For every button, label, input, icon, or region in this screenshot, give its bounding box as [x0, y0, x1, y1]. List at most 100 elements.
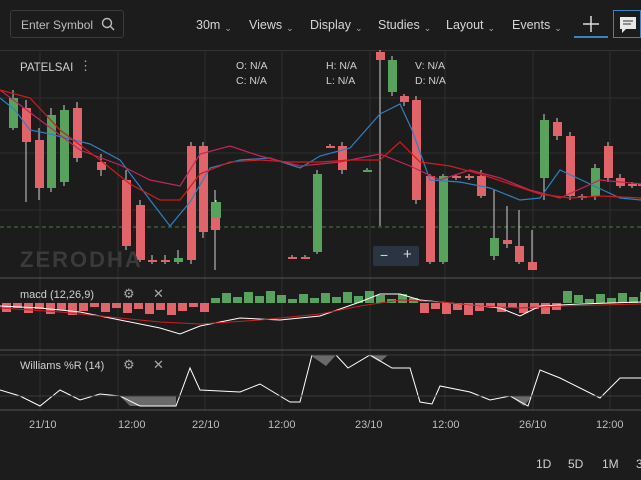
candle: [388, 60, 397, 92]
macd-histogram-bar: [2, 303, 11, 312]
search-input[interactable]: Enter Symbol: [21, 18, 94, 32]
chart-canvas[interactable]: ZERODHA: [0, 50, 641, 440]
more-vertical-icon[interactable]: ⋮: [79, 58, 92, 73]
macd-histogram-bar: [321, 293, 330, 303]
candle: [97, 162, 106, 170]
candle: [9, 98, 18, 128]
candle: [363, 170, 372, 172]
range-more[interactable]: 3: [636, 457, 641, 471]
x-tick: 26/10: [519, 419, 547, 431]
macd-histogram-bar: [57, 303, 66, 310]
views-label: Views: [249, 18, 283, 32]
x-tick: 12:00: [268, 419, 296, 431]
macd-signal-line: [0, 299, 641, 325]
x-tick: 12:00: [596, 419, 624, 431]
macd-histogram-bar: [46, 303, 55, 314]
gear-icon[interactable]: ⚙: [123, 286, 135, 301]
grid: [0, 50, 641, 411]
candle: [136, 205, 145, 260]
candle: [439, 176, 448, 262]
open-value: N/A: [250, 60, 268, 72]
macd-histogram-bar: [618, 293, 627, 303]
ohlc-close: C: N/A: [236, 75, 267, 87]
macd-histogram-bar: [24, 303, 33, 313]
macd-histogram-bar: [420, 303, 429, 313]
display-label: Display: [310, 18, 351, 32]
macd-histogram-bar: [365, 291, 374, 303]
macd-histogram-bar: [464, 303, 473, 315]
candle: [412, 100, 421, 200]
candle: [60, 110, 69, 182]
macd-histogram-bar: [101, 303, 110, 312]
display-menu[interactable]: Display ⌄: [310, 18, 363, 33]
range-1d[interactable]: 1D: [536, 457, 552, 471]
zoom-controls: − +: [373, 246, 419, 266]
macd-histogram-bar: [475, 303, 484, 311]
zoom-in-button[interactable]: +: [403, 246, 412, 263]
studies-label: Studies: [378, 18, 420, 32]
ohlc-open: O: N/A: [236, 60, 268, 72]
candle: [452, 176, 461, 178]
layout-menu[interactable]: Layout ⌄: [446, 18, 495, 33]
candle: [199, 146, 208, 232]
candle: [376, 52, 385, 60]
symbol-label: PATELSAI: [20, 62, 74, 74]
comment-button[interactable]: [613, 10, 641, 38]
search-icon[interactable]: [101, 17, 115, 36]
candle: [148, 260, 157, 262]
macd-histogram-bar: [189, 303, 198, 307]
studies-menu[interactable]: Studies ⌄: [378, 18, 432, 33]
candle: [628, 184, 637, 186]
williams-overbought-fill: [310, 355, 336, 366]
events-label: Events: [512, 18, 551, 32]
low-key: L:: [326, 75, 335, 87]
close-icon[interactable]: ✕: [153, 357, 164, 372]
candle: [212, 202, 221, 218]
macd-histogram-bar: [354, 296, 363, 303]
volume-key: V:: [415, 60, 425, 72]
symbol-search[interactable]: Enter Symbol: [10, 10, 124, 38]
candle: [528, 262, 537, 270]
macd-histogram-bar: [508, 303, 517, 308]
x-tick: 21/10: [29, 419, 57, 431]
x-tick: 22/10: [192, 419, 220, 431]
volume-value: N/A: [427, 60, 445, 72]
crosshair-button[interactable]: [574, 10, 608, 38]
close-key: C:: [236, 75, 247, 87]
candle: [187, 146, 196, 260]
macd-histogram-bar: [596, 294, 605, 303]
williams-oversold-fill: [120, 396, 176, 406]
macd-histogram-bar: [486, 303, 495, 307]
macd-histogram-bar: [244, 292, 253, 303]
chevron-down-icon: ⌄: [554, 23, 562, 33]
range-5d[interactable]: 5D: [568, 457, 584, 471]
interval-label: 30m: [196, 18, 221, 32]
low-value: N/A: [337, 75, 356, 87]
candle: [73, 108, 82, 158]
williams-pane: [0, 354, 641, 407]
chevron-down-icon: ⌄: [224, 23, 232, 33]
candle: [47, 115, 56, 188]
candle: [313, 174, 322, 252]
zoom-out-button[interactable]: −: [380, 247, 389, 263]
views-menu[interactable]: Views ⌄: [249, 18, 294, 33]
candle: [540, 120, 549, 178]
candle: [338, 146, 347, 170]
price-pane: [0, 50, 641, 270]
macd-histogram-bar: [453, 303, 462, 310]
macd-histogram-bar: [277, 295, 286, 303]
close-icon[interactable]: ✕: [153, 286, 164, 301]
plus-icon: [583, 16, 599, 32]
ohlc-volume: V: N/A: [415, 60, 445, 72]
chevron-down-icon: ⌄: [423, 23, 432, 33]
events-menu[interactable]: Events ⌄: [512, 18, 562, 33]
macd-histogram-bar: [123, 303, 132, 313]
macd-histogram-bar: [530, 303, 539, 309]
x-tick: 23/10: [355, 419, 383, 431]
candle: [174, 258, 183, 262]
interval-menu[interactable]: 30m ⌄: [196, 18, 232, 33]
range-1m[interactable]: 1M: [602, 457, 619, 471]
macd-histogram-bar: [79, 303, 88, 311]
candle: [426, 176, 435, 262]
gear-icon[interactable]: ⚙: [123, 357, 135, 372]
